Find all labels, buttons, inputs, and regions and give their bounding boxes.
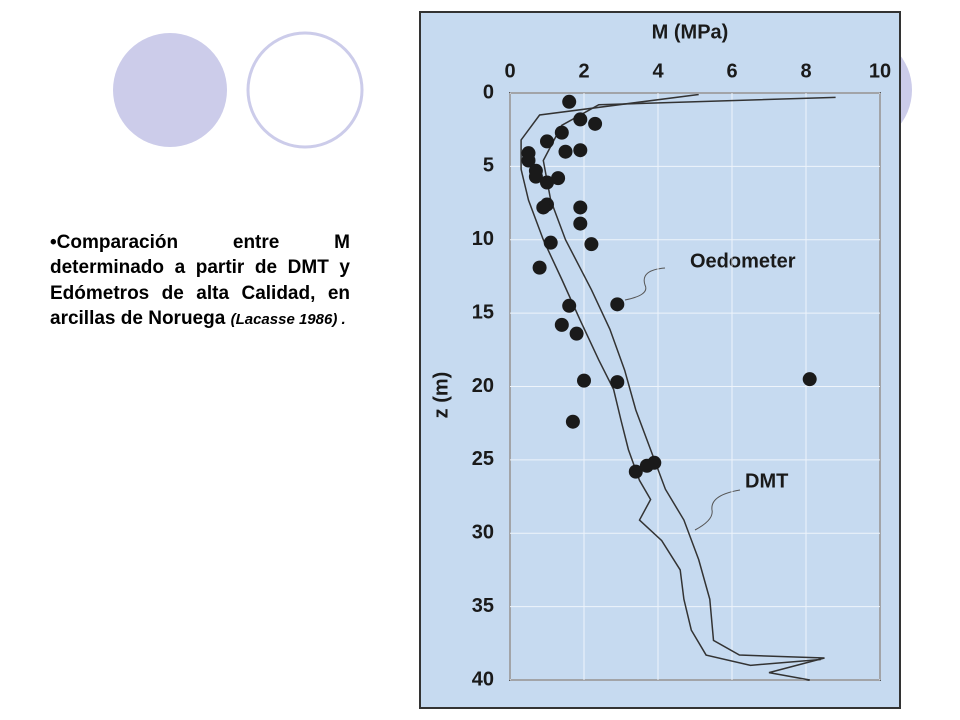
- y-tick-label: 25: [472, 448, 494, 470]
- data-point: [528, 169, 543, 184]
- data-point: [628, 464, 643, 479]
- annotation: Oedometer: [690, 250, 796, 272]
- data-point: [573, 143, 588, 158]
- x-tick-label: 8: [800, 60, 811, 82]
- x-tick-label: 4: [652, 60, 664, 82]
- profile-line: [520, 93, 821, 667]
- profile-line: [542, 96, 836, 681]
- data-point: [610, 375, 625, 390]
- data-point: [554, 317, 569, 332]
- chart-title: M (MPa): [652, 21, 729, 43]
- data-point: [554, 125, 569, 140]
- data-point: [540, 175, 554, 190]
- y-tick-label: 35: [472, 595, 494, 617]
- data-point: [540, 134, 554, 149]
- y-tick-label: 5: [483, 155, 494, 177]
- annotation: DMT: [745, 470, 788, 492]
- data-point: [551, 171, 566, 186]
- data-point: [577, 373, 591, 388]
- data-point: [543, 235, 558, 250]
- x-tick-label: 6: [726, 60, 737, 82]
- data-point: [562, 94, 577, 109]
- data-point: [573, 200, 588, 215]
- data-point: [569, 326, 584, 341]
- citation: (Lacasse 1986) .: [230, 310, 346, 328]
- data-point: [565, 414, 580, 429]
- x-tick-label: 2: [578, 60, 589, 82]
- y-tick-label: 30: [472, 522, 494, 544]
- x-tick-label: 10: [869, 60, 891, 82]
- data-point: [536, 200, 551, 215]
- data-point: [562, 298, 577, 313]
- y-tick-label: 0: [483, 81, 494, 103]
- y-axis-label: z (m): [430, 372, 452, 419]
- bullet-text: •Comparación entre M determinado a parti…: [50, 232, 350, 329]
- decor-circle: [113, 33, 227, 147]
- data-point: [558, 144, 573, 159]
- data-point: [521, 153, 536, 168]
- data-point: [610, 297, 625, 312]
- decor-circle: [246, 31, 364, 149]
- y-tick-label: 10: [472, 228, 494, 250]
- y-tick-label: 20: [472, 375, 494, 397]
- annotation-leader: [624, 267, 666, 301]
- annotation-leader: [694, 489, 741, 531]
- data-point: [573, 216, 588, 231]
- data-point: [639, 458, 654, 473]
- data-point: [532, 260, 547, 275]
- y-tick-label: 15: [472, 301, 494, 323]
- y-tick-label: 40: [472, 668, 494, 690]
- data-point: [802, 372, 817, 387]
- chart-panel: [419, 11, 901, 709]
- data-point: [588, 116, 603, 131]
- slide-text: •Comparación entre M determinado a parti…: [50, 230, 350, 331]
- data-point: [573, 112, 588, 127]
- x-tick-label: 0: [504, 60, 515, 82]
- data-point: [584, 237, 599, 252]
